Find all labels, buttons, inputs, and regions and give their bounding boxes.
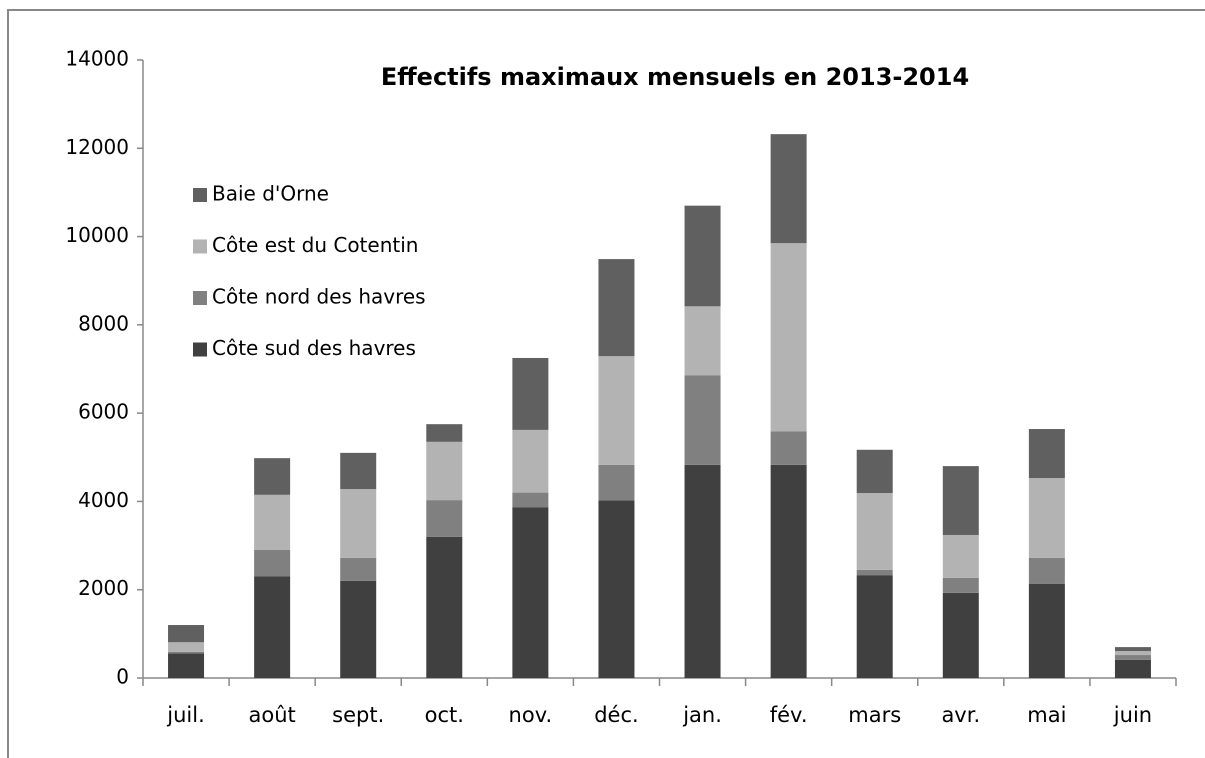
bar-segment — [598, 259, 635, 357]
bar-segment — [512, 357, 549, 430]
bar-segment — [942, 592, 979, 678]
legend-swatch — [193, 342, 207, 357]
bar-segment — [168, 642, 205, 652]
x-tick-label: sept. — [332, 703, 384, 727]
x-tick-label: nov. — [509, 703, 553, 727]
bar-segment — [684, 464, 721, 678]
legend-label: Côte nord des havres — [212, 285, 426, 309]
x-tick-label: août — [248, 703, 295, 727]
bar-segment — [168, 653, 205, 678]
bar-segment — [512, 492, 549, 508]
bar-segment — [1114, 647, 1151, 652]
bar-segment — [942, 577, 979, 593]
bar-segment — [770, 243, 807, 432]
bar-segment — [684, 205, 721, 307]
y-tick-label: 6000 — [78, 400, 129, 424]
bar-segment — [770, 134, 807, 244]
x-tick-label: oct. — [425, 703, 464, 727]
bar-segment — [426, 536, 463, 678]
y-tick-label: 0 — [116, 665, 129, 689]
x-tick-label: mai — [1027, 703, 1066, 727]
bar-segment — [1028, 429, 1065, 479]
bar-segment — [1028, 583, 1065, 678]
bar-segment — [512, 429, 549, 493]
legend-swatch — [193, 291, 207, 305]
bar-segment — [598, 500, 635, 678]
y-tick-label: 10000 — [65, 223, 129, 247]
chart-title: Effectifs maximaux mensuels en 2013-2014 — [381, 63, 969, 91]
legend-swatch — [193, 239, 207, 254]
x-tick-label: fév. — [770, 703, 808, 727]
bar-segment — [856, 569, 893, 576]
bar-segment — [856, 493, 893, 570]
bar-segment — [1114, 655, 1151, 660]
legend-label: Côte sud des havres — [212, 336, 416, 360]
bar-segment — [856, 575, 893, 678]
y-tick-label: 12000 — [65, 135, 129, 159]
bar-segment — [340, 580, 377, 678]
bar-segment — [598, 356, 635, 465]
legend-label: Baie d'Orne — [212, 182, 329, 206]
legend-label: Côte est du Cotentin — [212, 233, 418, 257]
x-tick-label: avr. — [941, 703, 980, 727]
chart-frame — [7, 9, 1205, 758]
bar-segment — [856, 449, 893, 494]
bar-segment — [770, 431, 807, 465]
x-tick-label: déc. — [594, 703, 638, 727]
bar-segment — [598, 464, 635, 501]
bar-segment — [254, 549, 291, 577]
bar-segment — [254, 494, 291, 550]
bar-segment — [340, 557, 377, 581]
bar-segment — [684, 306, 721, 376]
y-tick-label: 14000 — [65, 47, 129, 71]
x-tick-label: juin — [1113, 703, 1152, 727]
bar-segment — [684, 375, 721, 465]
bar-segment — [340, 452, 377, 490]
bar-segment — [340, 489, 377, 558]
legend-swatch — [193, 188, 207, 202]
bar-segment — [168, 625, 205, 643]
bar-segment — [1114, 651, 1151, 656]
x-tick-label: mars — [848, 703, 901, 727]
x-tick-label: jan. — [682, 703, 722, 727]
bar-segment — [942, 466, 979, 535]
bar-segment — [770, 464, 807, 678]
bar-segment — [426, 500, 463, 537]
bar-segment — [512, 507, 549, 678]
bar-segment — [1114, 659, 1151, 678]
x-tick-label: juil. — [166, 703, 205, 727]
y-tick-label: 2000 — [78, 576, 129, 600]
y-tick-label: 4000 — [78, 488, 129, 512]
bar-segment — [426, 424, 463, 442]
bar-segment — [942, 534, 979, 578]
bar-segment — [1028, 557, 1065, 584]
y-tick-label: 8000 — [78, 311, 129, 335]
bar-segment — [426, 441, 463, 501]
bar-segment — [254, 458, 291, 495]
bar-segment — [254, 576, 291, 678]
bar-segment — [1028, 478, 1065, 558]
bar-segment — [168, 651, 205, 654]
